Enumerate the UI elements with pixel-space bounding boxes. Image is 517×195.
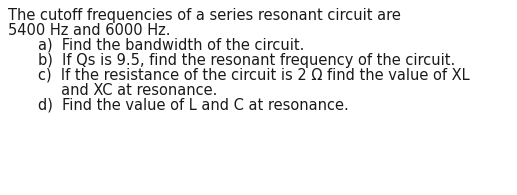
Text: The cutoff frequencies of a series resonant circuit are: The cutoff frequencies of a series reson… [8, 8, 401, 23]
Text: 5400 Hz and 6000 Hz.: 5400 Hz and 6000 Hz. [8, 23, 171, 38]
Text: d)  Find the value of L and C at resonance.: d) Find the value of L and C at resonanc… [38, 98, 349, 113]
Text: and XC at resonance.: and XC at resonance. [38, 83, 217, 98]
Text: b)  If Qs is 9.5, find the resonant frequency of the circuit.: b) If Qs is 9.5, find the resonant frequ… [38, 53, 455, 68]
Text: a)  Find the bandwidth of the circuit.: a) Find the bandwidth of the circuit. [38, 38, 305, 53]
Text: c)  If the resistance of the circuit is 2 Ω find the value of XL: c) If the resistance of the circuit is 2… [38, 68, 469, 83]
